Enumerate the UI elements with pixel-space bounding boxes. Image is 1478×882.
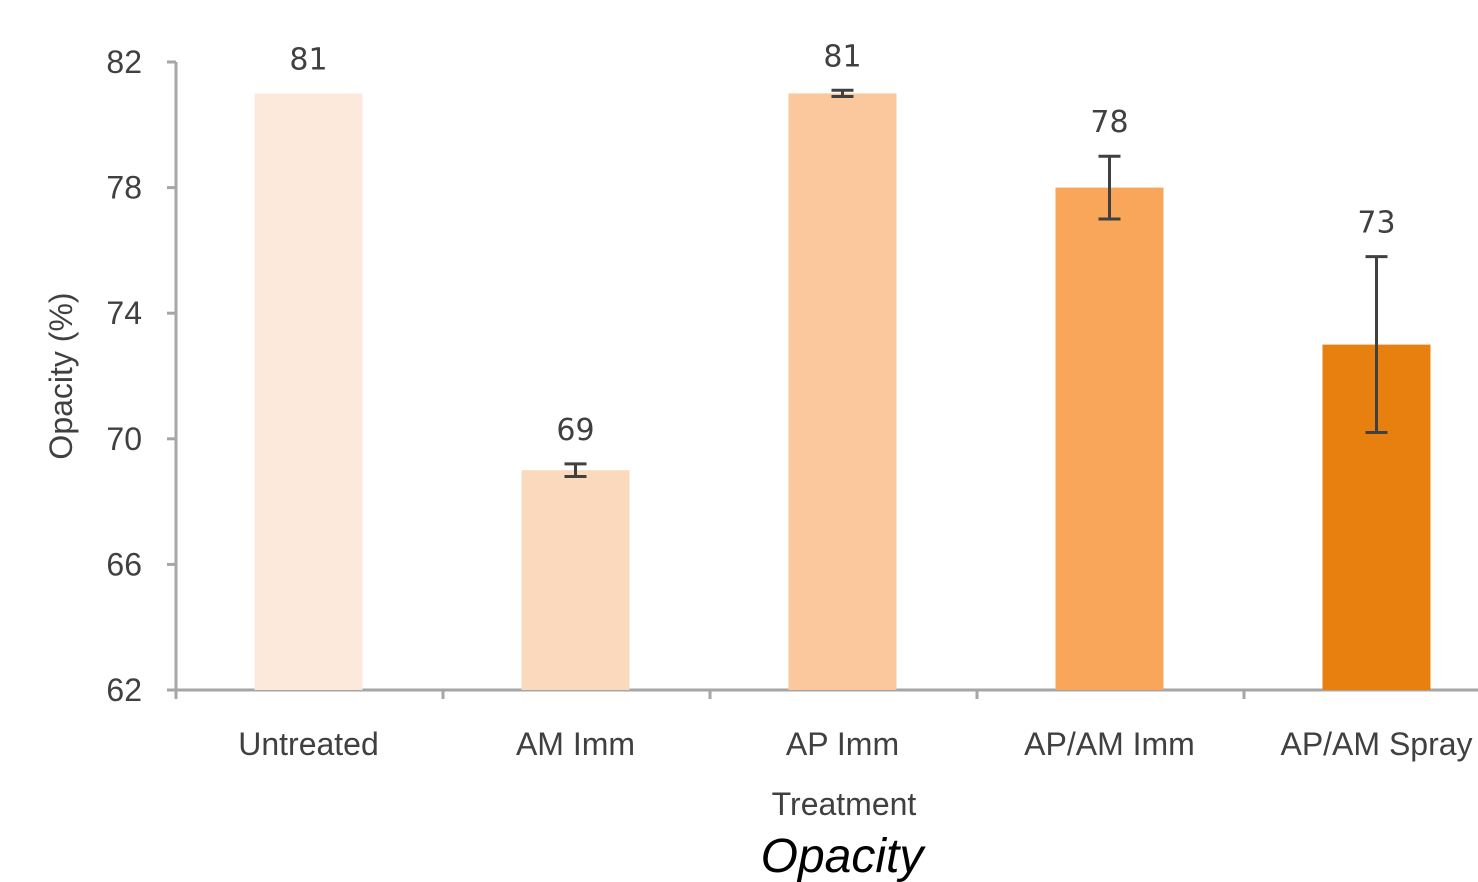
y-tick-label: 78 xyxy=(106,170,142,206)
y-tick-label: 66 xyxy=(106,546,142,582)
category-label: AP/AM Spray xyxy=(1280,726,1472,762)
data-label: 81 xyxy=(823,39,861,74)
y-tick-label: 70 xyxy=(106,421,142,457)
data-labels: 81 69 81 78 73 xyxy=(289,39,1395,448)
category-label: AM Imm xyxy=(516,726,635,762)
x-axis xyxy=(167,688,1478,699)
bars xyxy=(254,93,1431,690)
y-tick-label: 74 xyxy=(106,295,142,331)
x-axis-title: Treatment xyxy=(772,786,917,822)
error-bars xyxy=(564,88,1388,478)
category-label: AP Imm xyxy=(786,726,899,762)
y-axis: 62 66 70 74 78 82 xyxy=(106,44,178,708)
bar xyxy=(1055,187,1164,690)
y-tick-label: 62 xyxy=(106,672,142,708)
bar xyxy=(788,93,897,690)
data-label: 69 xyxy=(556,413,594,448)
data-label: 81 xyxy=(289,42,327,77)
y-tick-label: 82 xyxy=(106,44,142,80)
category-labels: Untreated AM Imm AP Imm AP/AM Imm AP/AM Spra… xyxy=(238,726,1472,762)
category-label: Untreated xyxy=(238,726,379,762)
bar xyxy=(254,93,363,690)
data-label: 78 xyxy=(1090,105,1128,140)
y-axis-title: Opacity (%) xyxy=(43,292,79,459)
chart-caption: Opacity xyxy=(761,830,927,882)
bar xyxy=(521,470,630,690)
data-label: 73 xyxy=(1357,206,1395,241)
category-label: AP/AM Imm xyxy=(1024,726,1195,762)
